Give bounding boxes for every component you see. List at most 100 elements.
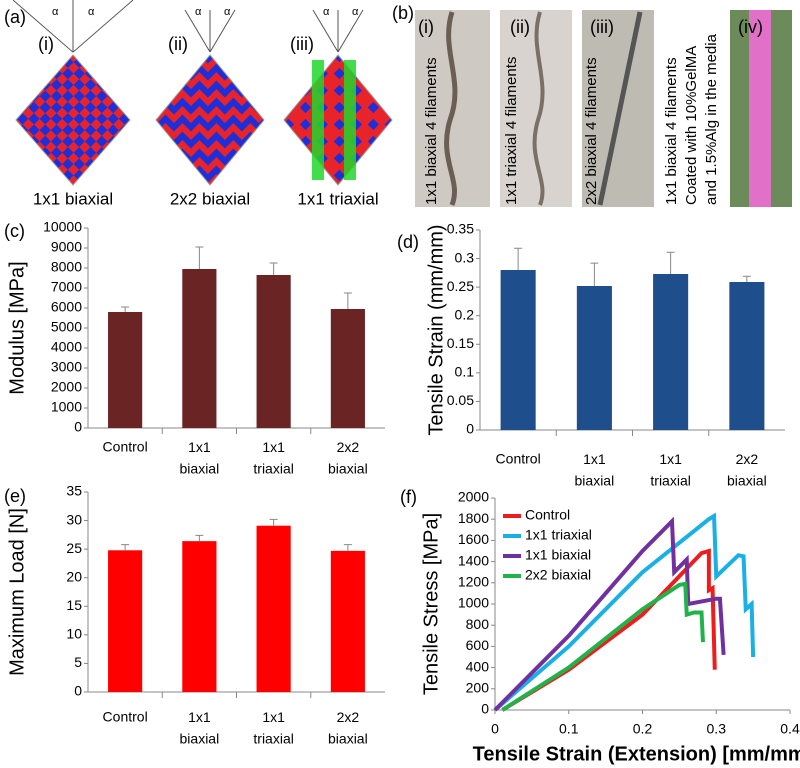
bar [256,525,291,692]
y-tick-label: 2000 [458,489,489,505]
y-tick-label: 0.15 [447,335,474,351]
y-tick-label: 4000 [51,339,82,355]
caption: Coated with 10%GelMA [683,46,700,205]
x-tick-label: 1x1 triaxial [650,451,690,489]
y-tick-label: 35 [66,483,82,499]
angle: α [52,6,59,18]
x-tick-label: Control [103,709,148,725]
y-axis-label: Maximum Load [N] [6,508,28,676]
x-tick-label: Control [103,439,148,455]
x-tick-label: Control [496,451,541,467]
y-tick-label: 3000 [51,359,82,375]
bar [653,274,689,430]
legend-label: 2x2 biaxial [525,567,591,583]
y-tick-label: 2000 [51,379,82,395]
bar [108,312,143,428]
error-bar [343,292,352,309]
series-line [493,512,756,712]
y-tick-label: 800 [466,616,490,632]
x-tick-label: 1x1 triaxial [253,709,293,747]
y-tick-label: 25 [66,540,82,556]
numeral: (iii) [290,34,314,54]
panel-label: (b) [392,3,414,23]
bar [182,541,217,692]
y-tick-label: 0.05 [447,392,474,408]
x-tick-label: 0.1 [559,721,579,737]
caption: 1x1 biaxial 4 filaments [423,57,440,205]
bar [729,282,765,430]
panel-a: (a) α α (i) 1x1 biaxial α α (ii) 2x2 bia… [4,0,393,208]
legend-label: 1x1 biaxial [525,547,591,563]
y-tick-label: 9000 [51,239,82,255]
y-axis-label: Modulus [MPa] [6,261,28,394]
x-tick-label: 2x2 biaxial [328,709,368,747]
panel-label: (e) [4,486,26,506]
series-line [501,581,705,712]
panel-label: (a) [4,7,26,27]
y-tick-label: 1600 [458,531,489,547]
y-tick-label: 0 [74,419,82,435]
y-tick-label: 1800 [458,510,489,526]
y-tick-label: 0.35 [447,221,474,237]
numeral: (i) [38,34,54,54]
x-axis-label: Tensile Strain (Extension) [mm/mm] [473,743,800,765]
caption: 1x1 triaxial [297,189,378,208]
x-tick-label: 0.2 [633,721,653,737]
x-tick-label: 2x2 biaxial [727,451,767,489]
angle: α [323,6,330,18]
y-tick-label: 0 [481,701,489,717]
angle: α [352,6,359,18]
x-tick-label: 0.4 [780,721,800,737]
caption: 1x1 triaxial 4 filaments [503,57,520,205]
x-tick-label: 0 [491,721,499,737]
panel-b: (b) (i) 1x1 biaxial 4 filaments (ii) 1x1… [392,3,792,207]
y-tick-label: 0.3 [455,249,475,265]
bar [330,309,365,428]
y-tick-label: 20 [66,568,82,584]
bar [108,550,143,692]
y-tick-label: 6000 [51,299,82,315]
error-bar [121,544,130,551]
angle: α [195,6,202,18]
caption: and 1.5%Alg in the media [703,33,720,205]
numeral: (iii) [590,17,614,37]
error-bar [269,518,278,526]
numeral: (ii) [168,34,188,54]
y-tick-label: 200 [466,680,490,696]
y-tick-label: 5 [74,654,82,670]
bar [330,550,365,692]
angle: α [88,6,95,18]
y-tick-label: 30 [66,511,82,527]
y-tick-label: 0.2 [455,306,475,322]
legend-label: 1x1 triaxial [525,527,592,543]
y-axis-label: Tensile Strain (mm/mm) [425,224,447,435]
y-tick-label: 0.1 [455,364,475,380]
bar [500,270,536,430]
weave-diagram: α α (ii) 2x2 biaxial [155,6,265,208]
x-tick-label: 2x2 biaxial [328,439,368,477]
y-tick-label: 15 [66,597,82,613]
y-tick-label: 1000 [458,595,489,611]
x-tick-label: 1x1 biaxial [180,439,220,477]
weave-diagram: α α (iii) 1x1 triaxial [283,6,393,208]
y-tick-label: 400 [466,658,490,674]
panel-label: (d) [397,232,419,252]
y-tick-label: 0 [466,421,474,437]
y-tick-label: 5000 [51,319,82,335]
y-tick-label: 1400 [458,552,489,568]
bar [576,286,612,430]
x-tick-label: 0.3 [707,721,727,737]
error-bar [121,306,130,312]
error-bar [195,534,204,542]
numeral: (i) [418,17,434,37]
y-tick-label: 10000 [43,219,82,235]
x-tick-label: 1x1 biaxial [180,709,220,747]
caption: 1x1 biaxial 4 filaments [663,57,680,205]
y-axis-label: Tensile Stress [MPa] [420,513,442,695]
y-tick-label: 7000 [51,279,82,295]
legend-label: Control [525,507,570,523]
error-bar [269,262,278,275]
x-tick-label: 1x1 biaxial [575,451,615,489]
caption: 2x2 biaxial [170,189,250,208]
